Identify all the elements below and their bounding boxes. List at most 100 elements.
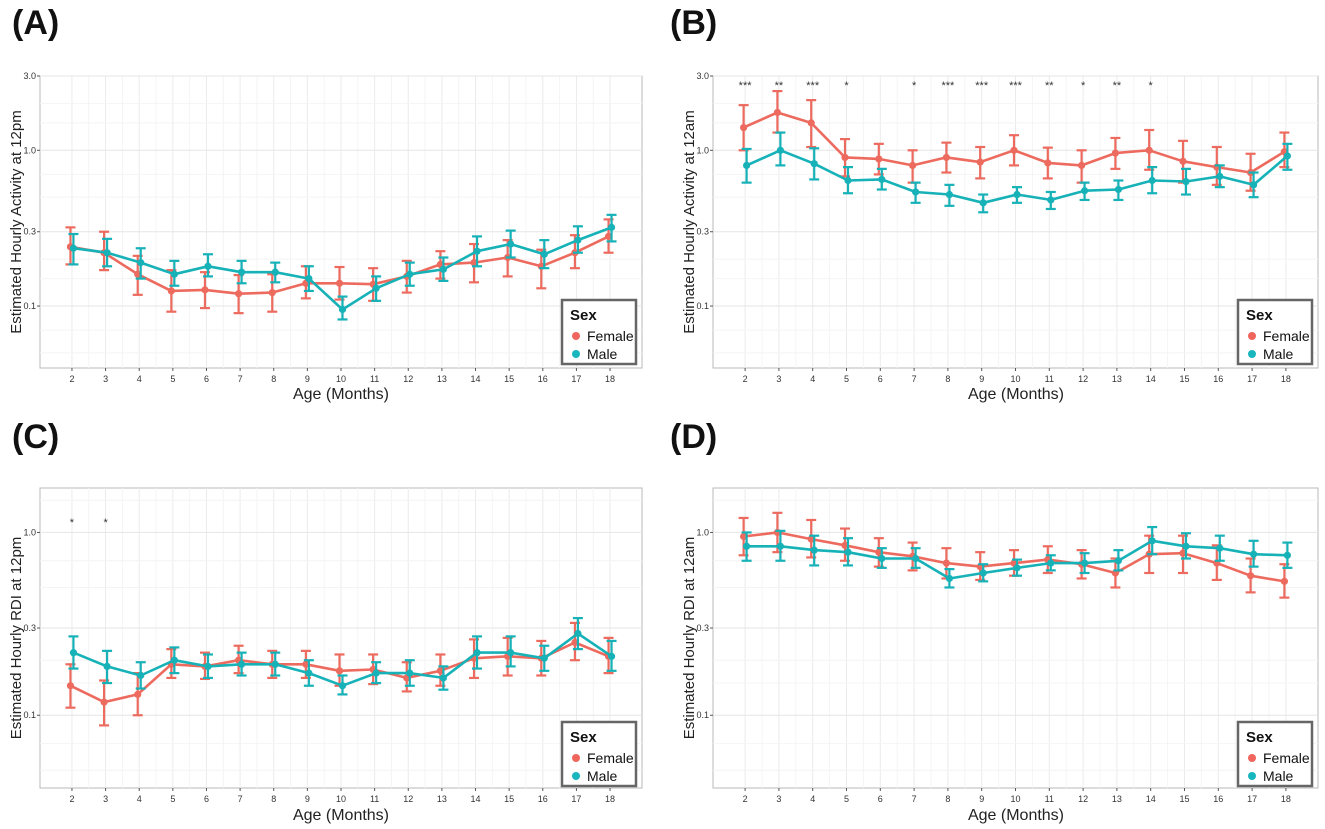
y-tick-label: 0.3 [23, 623, 36, 633]
data-point-male [170, 656, 178, 664]
panel-b: (B) *** ** *** * * *** *** *** ** * ** * 0.10.31.03… [670, 4, 1319, 403]
significance-marker: ** [775, 80, 784, 92]
legend-marker-female-d [1248, 754, 1256, 762]
x-tick-label: 7 [912, 374, 917, 384]
y-ticks-d: 0.1 0.3 1.0 [696, 527, 713, 720]
series-a [65, 213, 617, 321]
legend-marker-female-a [572, 332, 580, 340]
data-point-male [574, 629, 582, 638]
data-point-male [1114, 185, 1122, 194]
data-point-male [1283, 152, 1291, 160]
x-tick-label: 3 [776, 794, 781, 804]
significance-marker: * [1149, 80, 1154, 92]
data-point-male [137, 671, 145, 680]
significance-marker: * [912, 80, 917, 92]
data-point-male [305, 275, 313, 283]
data-point-female [1010, 146, 1018, 154]
x-tick-label: 8 [271, 374, 276, 384]
x-tick-label: 10 [336, 374, 346, 384]
y-tick-label: 0.1 [23, 710, 36, 720]
data-point-female [841, 153, 849, 162]
x-tick-label: 17 [1247, 374, 1257, 384]
legend-title-b: Sex [1246, 307, 1273, 324]
data-point-male [507, 240, 515, 248]
x-tick-label: 6 [878, 794, 883, 804]
y-tick-label: 0.3 [23, 227, 36, 237]
y-ticks-b: 0.1 0.3 1.0 3.0 [696, 71, 713, 311]
y-tick-label: 1.0 [696, 145, 709, 155]
significance-marker: *** [806, 80, 820, 92]
x-tick-label: 10 [336, 794, 346, 804]
panel-label-d: (D) [670, 418, 717, 456]
data-point-male [979, 199, 987, 207]
x-tick-label: 4 [137, 794, 142, 804]
significance-marker: * [70, 517, 75, 529]
legend-marker-male-c [572, 772, 580, 780]
y-ticks-a: 0.1 0.3 1.0 3.0 [23, 71, 40, 311]
x-tick-label: 6 [204, 794, 209, 804]
legend-entry-female-b: Female [1263, 328, 1310, 344]
x-tick-label: 3 [103, 794, 108, 804]
x-tick-label: 18 [605, 794, 615, 804]
x-tick-label: 8 [945, 374, 950, 384]
y-axis-label-d: Estimated Hourly RDI at 12am [681, 537, 698, 740]
data-point-male [574, 236, 582, 244]
series-c [65, 616, 617, 727]
x-tick-label: 18 [1281, 374, 1291, 384]
x-tick-label: 14 [471, 794, 481, 804]
x-tick-label: 12 [403, 794, 413, 804]
data-point-male [878, 175, 886, 184]
x-tick-label: 7 [238, 794, 243, 804]
x-ticks-c: 2 3 4 5 6 7 8 9 10 11 12 13 14 15 16 17 18 [69, 788, 615, 804]
x-axis-label-b: Age (Months) [968, 386, 1064, 403]
x-tick-label: 6 [204, 374, 209, 384]
data-point-male [1013, 190, 1021, 199]
data-point-female [942, 559, 951, 567]
x-tick-label: 2 [69, 374, 74, 384]
data-point-male [372, 669, 380, 677]
gridlines-b [713, 75, 1318, 368]
data-point-female [875, 548, 883, 556]
data-point-male [137, 259, 145, 267]
x-tick-label: 14 [1146, 794, 1156, 804]
panel-label-b: (B) [670, 4, 717, 42]
x-tick-label: 5 [844, 794, 849, 804]
data-point-female [841, 541, 849, 549]
data-point-female [335, 279, 344, 287]
data-point-male [1148, 176, 1156, 185]
data-point-male [912, 188, 920, 196]
x-tick-label: 2 [743, 374, 748, 384]
x-axis-label-a: Age (Months) [293, 386, 389, 403]
series-female [738, 89, 1290, 192]
x-tick-label: 16 [1213, 374, 1223, 384]
x-tick-label: 7 [238, 374, 243, 384]
significance-marker: * [1081, 80, 1086, 92]
significance-marker: ** [1113, 80, 1122, 92]
data-point-male [204, 662, 212, 671]
data-point-male [844, 176, 852, 185]
panel-a: (A) 0.1 0.3 1.0 3.0 2 3 4 5 6 7 8 9 10 11 12 13 14 15 16 1… [8, 4, 643, 403]
x-tick-label: 4 [810, 374, 815, 384]
data-point-male [1080, 187, 1089, 195]
legend-marker-female-b [1248, 332, 1256, 340]
data-point-male [406, 669, 414, 677]
legend-box-c [560, 720, 638, 788]
series-male [741, 525, 1293, 589]
significance-marker: ** [1045, 80, 1054, 92]
data-point-female [740, 532, 748, 541]
gridlines-c [40, 488, 642, 788]
data-point-male [776, 542, 785, 550]
data-point-female [942, 153, 951, 162]
series-male [68, 616, 617, 696]
legend-entry-male-c: Male [587, 768, 618, 784]
x-tick-label: 15 [1179, 794, 1189, 804]
x-tick-label: 13 [437, 374, 447, 384]
significance-marker: *** [941, 80, 955, 92]
data-point-female [773, 108, 782, 117]
data-point-female [470, 259, 478, 267]
x-tick-label: 14 [1146, 374, 1156, 384]
x-tick-label: 8 [945, 794, 950, 804]
data-point-male [540, 654, 548, 662]
x-tick-label: 11 [1045, 374, 1054, 384]
x-ticks-b: 2 3 4 5 6 7 8 9 10 11 12 13 14 15 16 17 18 [743, 368, 1291, 384]
